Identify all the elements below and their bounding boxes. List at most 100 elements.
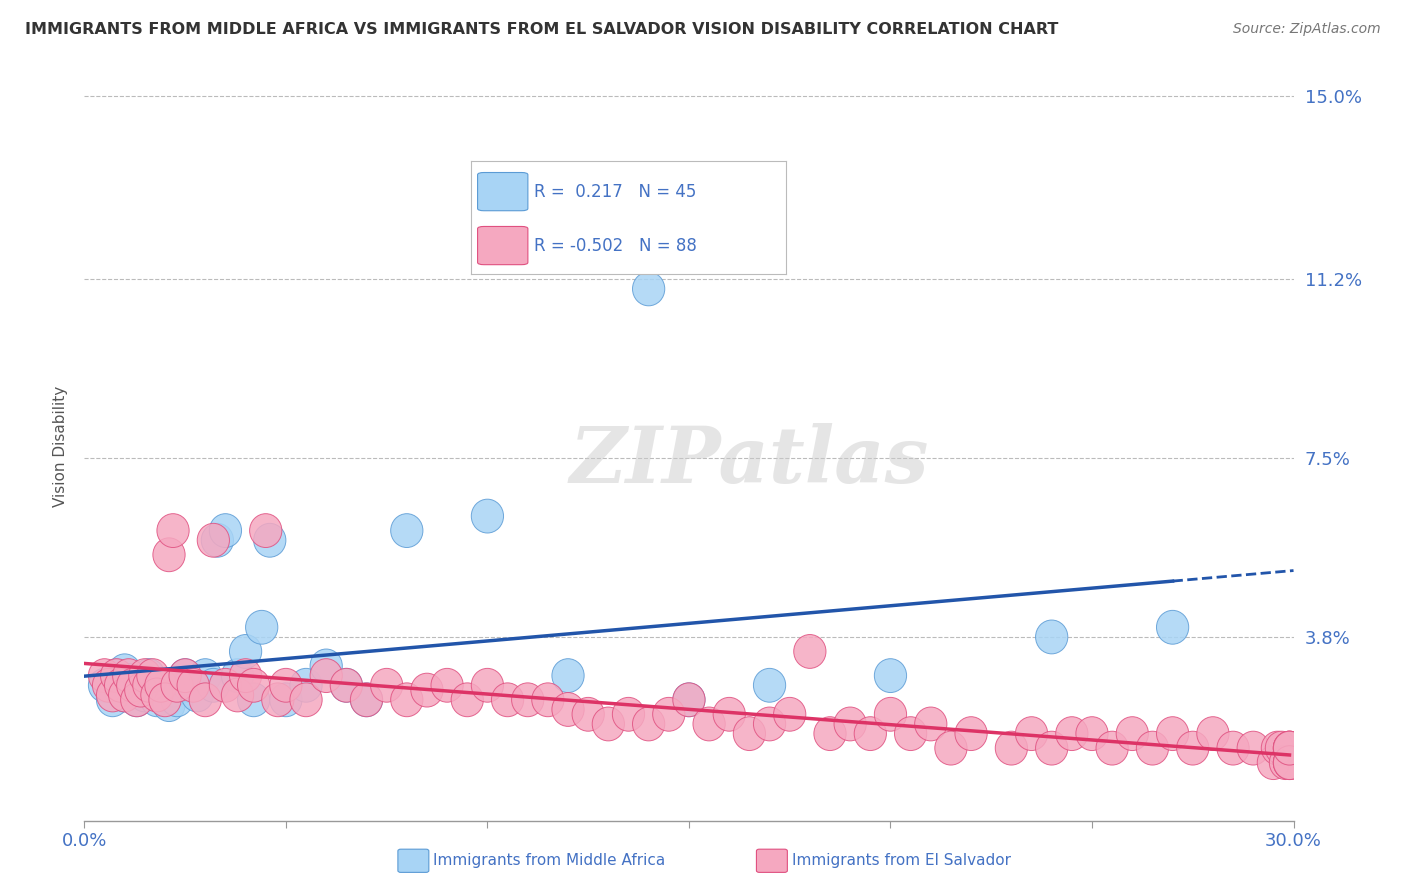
Ellipse shape — [350, 683, 382, 716]
Ellipse shape — [673, 683, 704, 716]
Ellipse shape — [160, 683, 193, 716]
Ellipse shape — [97, 683, 129, 716]
Ellipse shape — [177, 668, 209, 702]
Ellipse shape — [1265, 731, 1298, 765]
Ellipse shape — [104, 673, 136, 707]
Ellipse shape — [190, 683, 221, 716]
Ellipse shape — [290, 668, 322, 702]
Ellipse shape — [129, 658, 160, 692]
Ellipse shape — [169, 658, 201, 692]
Ellipse shape — [262, 683, 294, 716]
Ellipse shape — [108, 654, 141, 688]
Ellipse shape — [157, 514, 190, 548]
Ellipse shape — [125, 668, 157, 702]
Ellipse shape — [1076, 716, 1108, 750]
Ellipse shape — [246, 610, 278, 644]
Ellipse shape — [553, 658, 583, 692]
Ellipse shape — [1237, 731, 1270, 765]
Ellipse shape — [270, 683, 302, 716]
Ellipse shape — [97, 678, 129, 712]
Ellipse shape — [955, 716, 987, 750]
Ellipse shape — [633, 707, 665, 741]
Ellipse shape — [209, 668, 242, 702]
Ellipse shape — [350, 683, 382, 716]
Ellipse shape — [1274, 746, 1306, 780]
Ellipse shape — [1274, 731, 1306, 765]
Ellipse shape — [117, 673, 149, 707]
Ellipse shape — [100, 658, 132, 692]
Ellipse shape — [311, 658, 342, 692]
Ellipse shape — [492, 683, 523, 716]
Ellipse shape — [157, 673, 190, 707]
Ellipse shape — [1197, 716, 1229, 750]
Text: Source: ZipAtlas.com: Source: ZipAtlas.com — [1233, 22, 1381, 37]
Ellipse shape — [875, 698, 907, 731]
Ellipse shape — [93, 668, 125, 702]
Ellipse shape — [149, 683, 181, 716]
Text: Immigrants from El Salvador: Immigrants from El Salvador — [792, 854, 1011, 868]
Ellipse shape — [136, 658, 169, 692]
Ellipse shape — [531, 683, 564, 716]
Ellipse shape — [145, 668, 177, 702]
Ellipse shape — [1157, 610, 1188, 644]
Ellipse shape — [100, 658, 132, 692]
Ellipse shape — [1274, 731, 1306, 765]
Ellipse shape — [89, 668, 121, 702]
Ellipse shape — [1116, 716, 1149, 750]
Ellipse shape — [197, 668, 229, 702]
Ellipse shape — [1157, 716, 1188, 750]
Ellipse shape — [391, 683, 423, 716]
Ellipse shape — [1274, 731, 1306, 765]
Ellipse shape — [160, 668, 193, 702]
Ellipse shape — [209, 514, 242, 548]
Ellipse shape — [169, 658, 201, 692]
Ellipse shape — [238, 668, 270, 702]
Ellipse shape — [855, 716, 886, 750]
Ellipse shape — [734, 716, 765, 750]
Ellipse shape — [117, 668, 149, 702]
Ellipse shape — [149, 678, 181, 712]
Ellipse shape — [572, 698, 605, 731]
Ellipse shape — [693, 707, 725, 741]
Ellipse shape — [1015, 716, 1047, 750]
Ellipse shape — [592, 707, 624, 741]
Ellipse shape — [197, 524, 229, 558]
Ellipse shape — [125, 673, 157, 707]
Ellipse shape — [108, 678, 141, 712]
Ellipse shape — [136, 673, 169, 707]
Ellipse shape — [1274, 731, 1306, 765]
Ellipse shape — [1218, 731, 1249, 765]
Ellipse shape — [229, 658, 262, 692]
Ellipse shape — [935, 731, 967, 765]
Ellipse shape — [290, 683, 322, 716]
Ellipse shape — [112, 664, 145, 698]
Ellipse shape — [834, 707, 866, 741]
Ellipse shape — [1261, 731, 1294, 765]
Ellipse shape — [250, 514, 281, 548]
Ellipse shape — [132, 658, 165, 692]
Ellipse shape — [221, 678, 253, 712]
Ellipse shape — [371, 668, 402, 702]
Ellipse shape — [270, 668, 302, 702]
Ellipse shape — [221, 658, 253, 692]
Ellipse shape — [141, 678, 173, 712]
Ellipse shape — [89, 658, 121, 692]
Ellipse shape — [875, 658, 907, 692]
Ellipse shape — [145, 668, 177, 702]
Ellipse shape — [553, 692, 583, 726]
Ellipse shape — [153, 688, 186, 722]
Ellipse shape — [754, 707, 786, 741]
Ellipse shape — [512, 683, 544, 716]
Ellipse shape — [1270, 746, 1302, 780]
Ellipse shape — [754, 668, 786, 702]
Ellipse shape — [311, 649, 342, 683]
Ellipse shape — [173, 668, 205, 702]
Ellipse shape — [1274, 746, 1306, 780]
Ellipse shape — [141, 683, 173, 716]
Ellipse shape — [713, 698, 745, 731]
Ellipse shape — [153, 538, 186, 572]
Ellipse shape — [108, 678, 141, 712]
Ellipse shape — [915, 707, 946, 741]
Ellipse shape — [181, 678, 214, 712]
Ellipse shape — [1056, 716, 1088, 750]
